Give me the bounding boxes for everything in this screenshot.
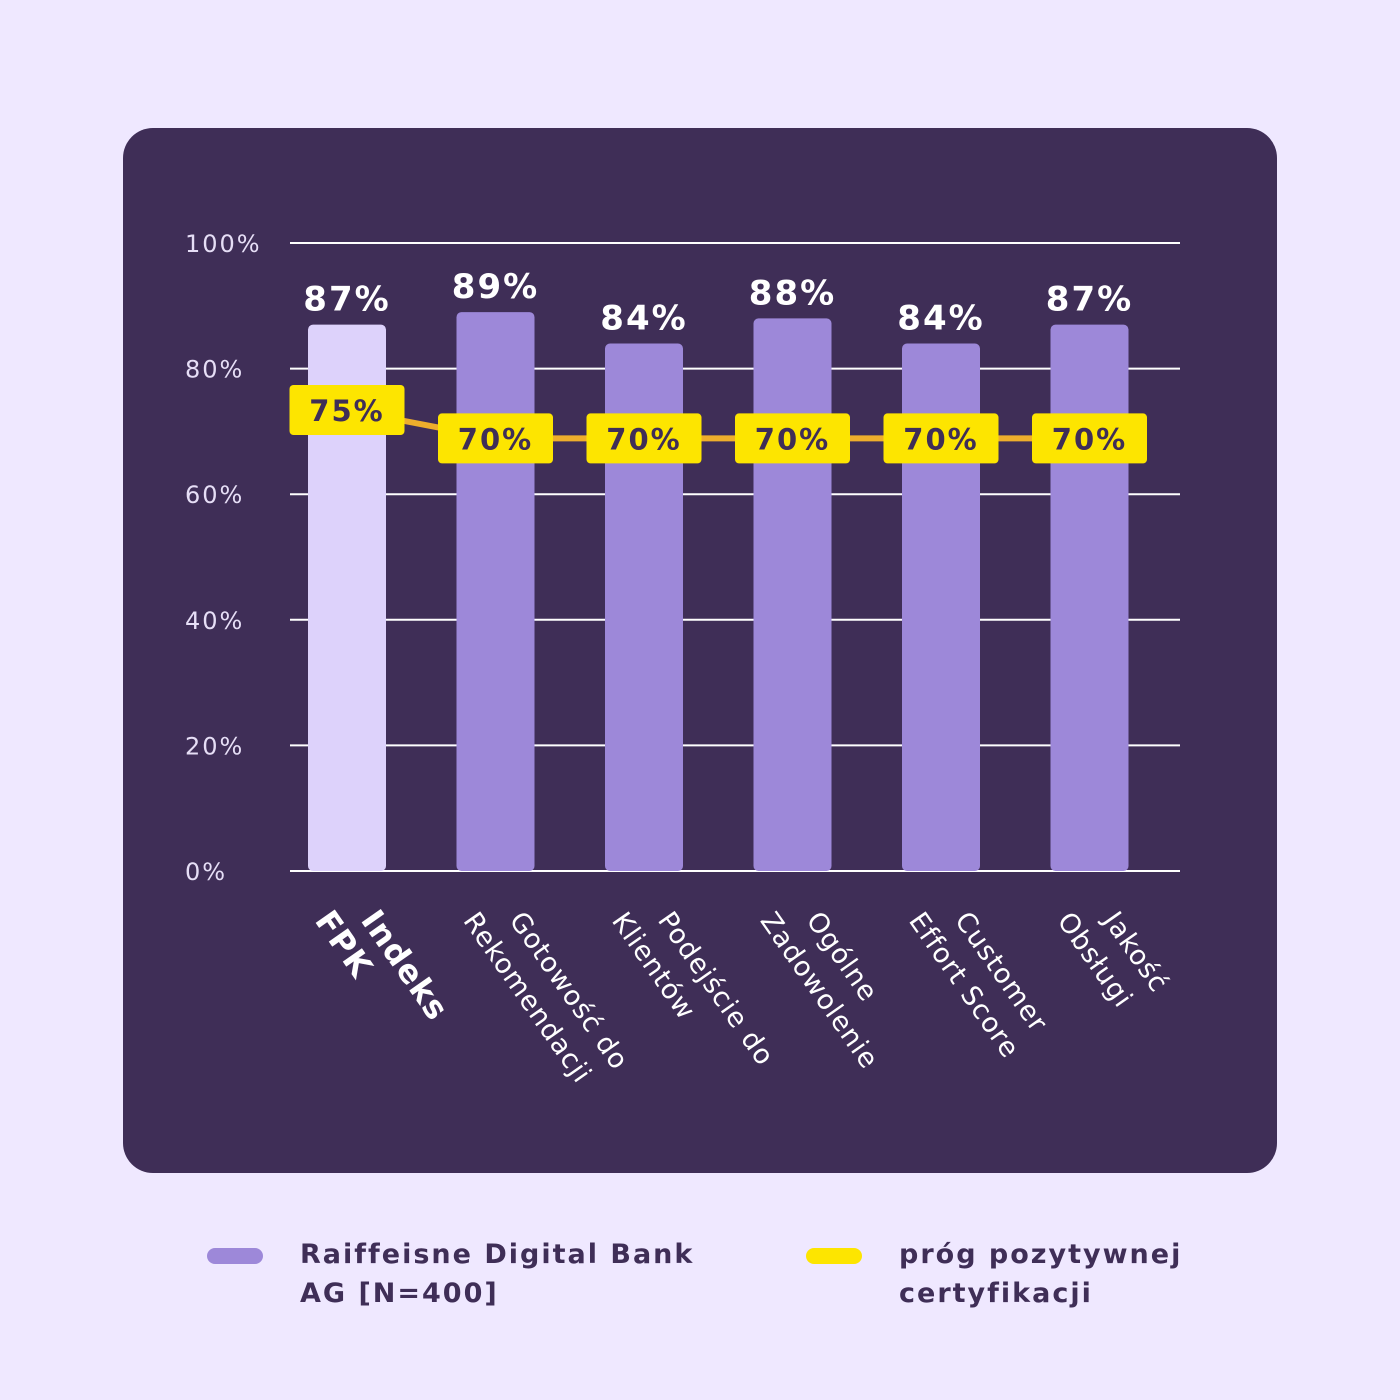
chart-panel: 0% 20% 40% 60% 80% 100% 87% 89% 84% 88% 84% 87% 75% 7… xyxy=(123,128,1277,1173)
y-tick-label: 0% xyxy=(185,858,227,886)
bar-value-label: 84% xyxy=(600,298,687,338)
bar-value-label: 88% xyxy=(749,273,836,313)
legend-item-threshold: próg pozytywnej certyfikacji xyxy=(806,1235,1182,1313)
bar-value-label: 87% xyxy=(303,280,390,320)
bar-value-label: 89% xyxy=(452,267,539,307)
y-tick-label: 100% xyxy=(185,230,262,258)
bar xyxy=(308,324,386,871)
bar xyxy=(753,318,832,871)
threshold-badge xyxy=(586,413,702,464)
y-tick-label: 40% xyxy=(185,607,244,635)
threshold-value-label: 75% xyxy=(309,394,384,428)
bar-value-label: 87% xyxy=(1046,280,1133,320)
y-tick-label: 20% xyxy=(185,732,244,760)
legend-swatch-bank xyxy=(207,1248,263,1264)
bar xyxy=(605,343,683,871)
bar-value-label: 84% xyxy=(897,298,984,338)
threshold-value-label: 70% xyxy=(606,422,681,456)
x-axis-category-label: CustomerEffort Score xyxy=(902,885,1056,1064)
threshold-value-label: 70% xyxy=(458,422,533,456)
bar xyxy=(902,343,980,871)
legend-swatch-threshold xyxy=(806,1248,862,1264)
threshold-badge xyxy=(289,385,405,435)
threshold-badge xyxy=(735,413,850,464)
y-tick-label: 60% xyxy=(185,481,244,509)
x-axis-category-label: IndeksFPK xyxy=(307,881,456,1049)
x-axis-category-label: Gotowość doRekomendacji xyxy=(457,885,635,1098)
x-axis-category-label: JakośćObsługi xyxy=(1051,885,1174,1020)
bar-chart: 0% 20% 40% 60% 80% 100% 87% 89% 84% 88% 84% 87% 75% 7… xyxy=(185,230,1180,1098)
legend-label-threshold: próg pozytywnej certyfikacji xyxy=(899,1239,1183,1309)
legend-label-bank: Raiffeisne Digital Bank AG [N=400] xyxy=(300,1239,695,1309)
threshold-badge xyxy=(883,413,999,464)
threshold-value-label: 70% xyxy=(903,422,978,456)
x-axis-category-label: OgólneZadowolenie xyxy=(754,885,916,1075)
bar xyxy=(1050,324,1129,871)
threshold-badge xyxy=(438,413,553,464)
threshold-value-label: 70% xyxy=(755,422,830,456)
x-axis-category-label: Podejście doKlientów xyxy=(605,885,780,1094)
y-tick-label: 80% xyxy=(185,356,244,384)
bar xyxy=(456,312,535,871)
legend-item-bank: Raiffeisne Digital Bank AG [N=400] xyxy=(207,1235,694,1313)
threshold-value-label: 70% xyxy=(1052,422,1127,456)
threshold-badge xyxy=(1032,413,1147,464)
